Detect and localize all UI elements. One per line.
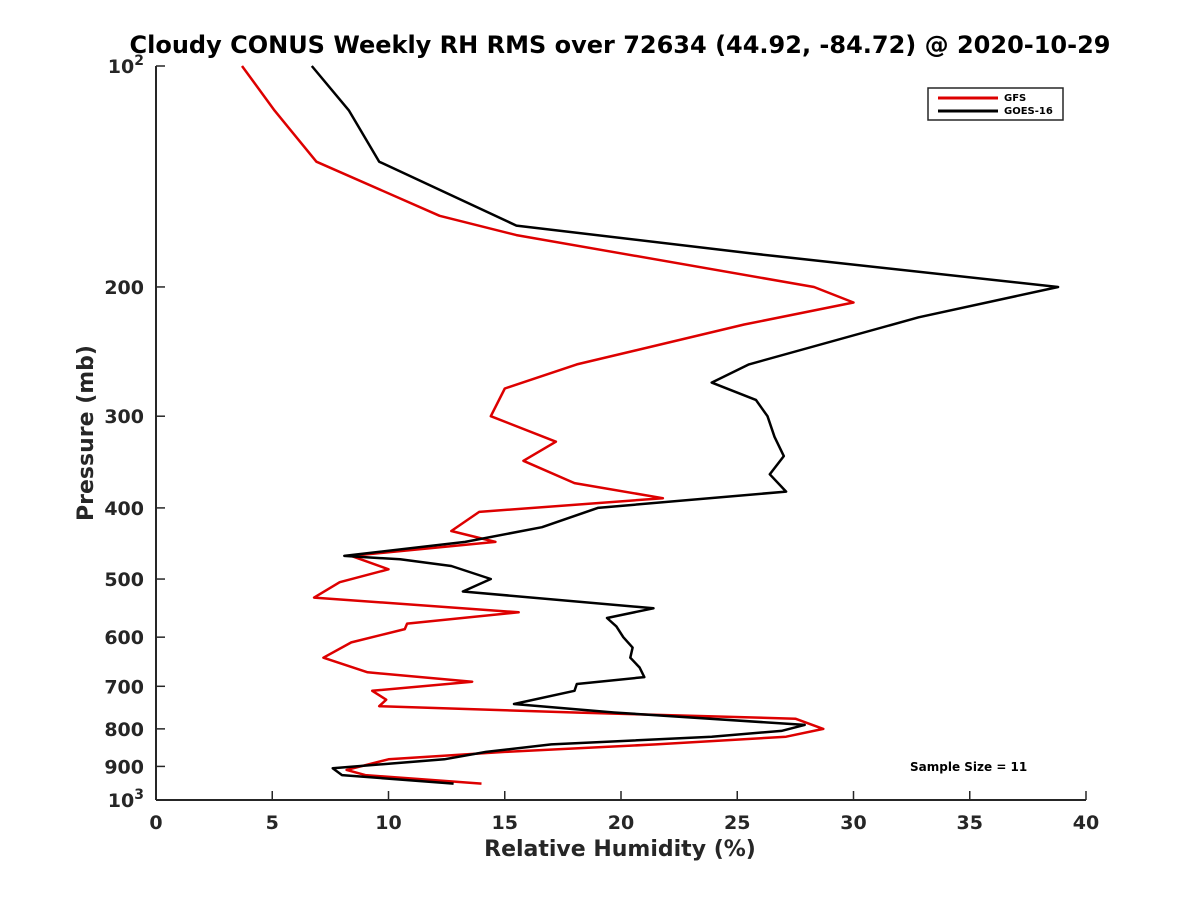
series-line-goes16 <box>310 65 1060 785</box>
x-tick-label: 5 <box>266 812 279 834</box>
x-tick-label: 30 <box>840 812 866 834</box>
y-tick-label: 102 <box>108 53 144 78</box>
y-tick-label: 700 <box>104 676 144 698</box>
legend: GFS GOES-16 <box>927 87 1064 121</box>
x-tick-label: 20 <box>608 812 634 834</box>
x-tick-label: 15 <box>492 812 518 834</box>
y-axis-label: Pressure (mb) <box>74 345 99 521</box>
x-tick-label: 35 <box>957 812 983 834</box>
series-layer <box>240 65 1060 785</box>
x-axis-label: Relative Humidity (%) <box>484 837 756 862</box>
x-tick-label: 0 <box>149 812 162 834</box>
legend-label-gfs: GFS <box>1004 93 1026 104</box>
y-tick-label: 200 <box>104 277 144 299</box>
y-tick-label: 300 <box>104 406 144 428</box>
sample-size-annotation: Sample Size = 11 <box>910 760 1027 774</box>
y-tick-label: 500 <box>104 569 144 591</box>
y-tick-label: 900 <box>104 756 144 778</box>
y-tick-label: 400 <box>104 498 144 520</box>
y-tick-label: 103 <box>108 787 144 812</box>
series-line-gfs <box>240 65 855 785</box>
x-ticks: 0 5 10 15 20 25 30 35 40 <box>149 791 1099 834</box>
x-tick-label: 10 <box>375 812 401 834</box>
y-ticks: 102 200 300 400 500 600 700 800 900 103 <box>104 53 165 812</box>
y-tick-label: 600 <box>104 627 144 649</box>
x-tick-label: 25 <box>724 812 750 834</box>
y-tick-label: 800 <box>104 719 144 741</box>
legend-box <box>927 87 1064 121</box>
x-tick-label: 40 <box>1073 812 1099 834</box>
chart-title: Cloudy CONUS Weekly RH RMS over 72634 (4… <box>130 31 1111 59</box>
legend-label-goes16: GOES-16 <box>1004 106 1053 117</box>
